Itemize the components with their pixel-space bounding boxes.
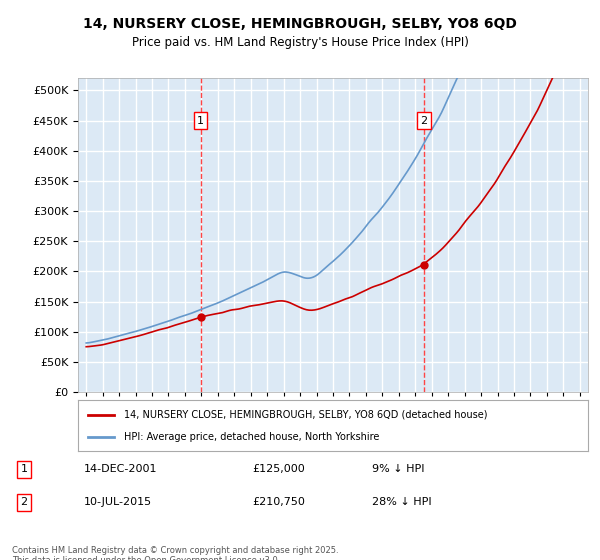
Text: Contains HM Land Registry data © Crown copyright and database right 2025.
This d: Contains HM Land Registry data © Crown c… <box>12 546 338 560</box>
Text: £210,750: £210,750 <box>252 497 305 507</box>
Text: 14-DEC-2001: 14-DEC-2001 <box>84 464 157 474</box>
Text: HPI: Average price, detached house, North Yorkshire: HPI: Average price, detached house, Nort… <box>124 432 379 442</box>
Text: 14, NURSERY CLOSE, HEMINGBROUGH, SELBY, YO8 6QD: 14, NURSERY CLOSE, HEMINGBROUGH, SELBY, … <box>83 17 517 31</box>
Text: £125,000: £125,000 <box>252 464 305 474</box>
Text: 10-JUL-2015: 10-JUL-2015 <box>84 497 152 507</box>
Text: 2: 2 <box>20 497 28 507</box>
Text: 1: 1 <box>197 115 204 125</box>
Text: 28% ↓ HPI: 28% ↓ HPI <box>372 497 431 507</box>
Text: 14, NURSERY CLOSE, HEMINGBROUGH, SELBY, YO8 6QD (detached house): 14, NURSERY CLOSE, HEMINGBROUGH, SELBY, … <box>124 409 487 419</box>
Text: 2: 2 <box>420 115 427 125</box>
Text: Price paid vs. HM Land Registry's House Price Index (HPI): Price paid vs. HM Land Registry's House … <box>131 36 469 49</box>
Text: 9% ↓ HPI: 9% ↓ HPI <box>372 464 425 474</box>
Text: 1: 1 <box>20 464 28 474</box>
